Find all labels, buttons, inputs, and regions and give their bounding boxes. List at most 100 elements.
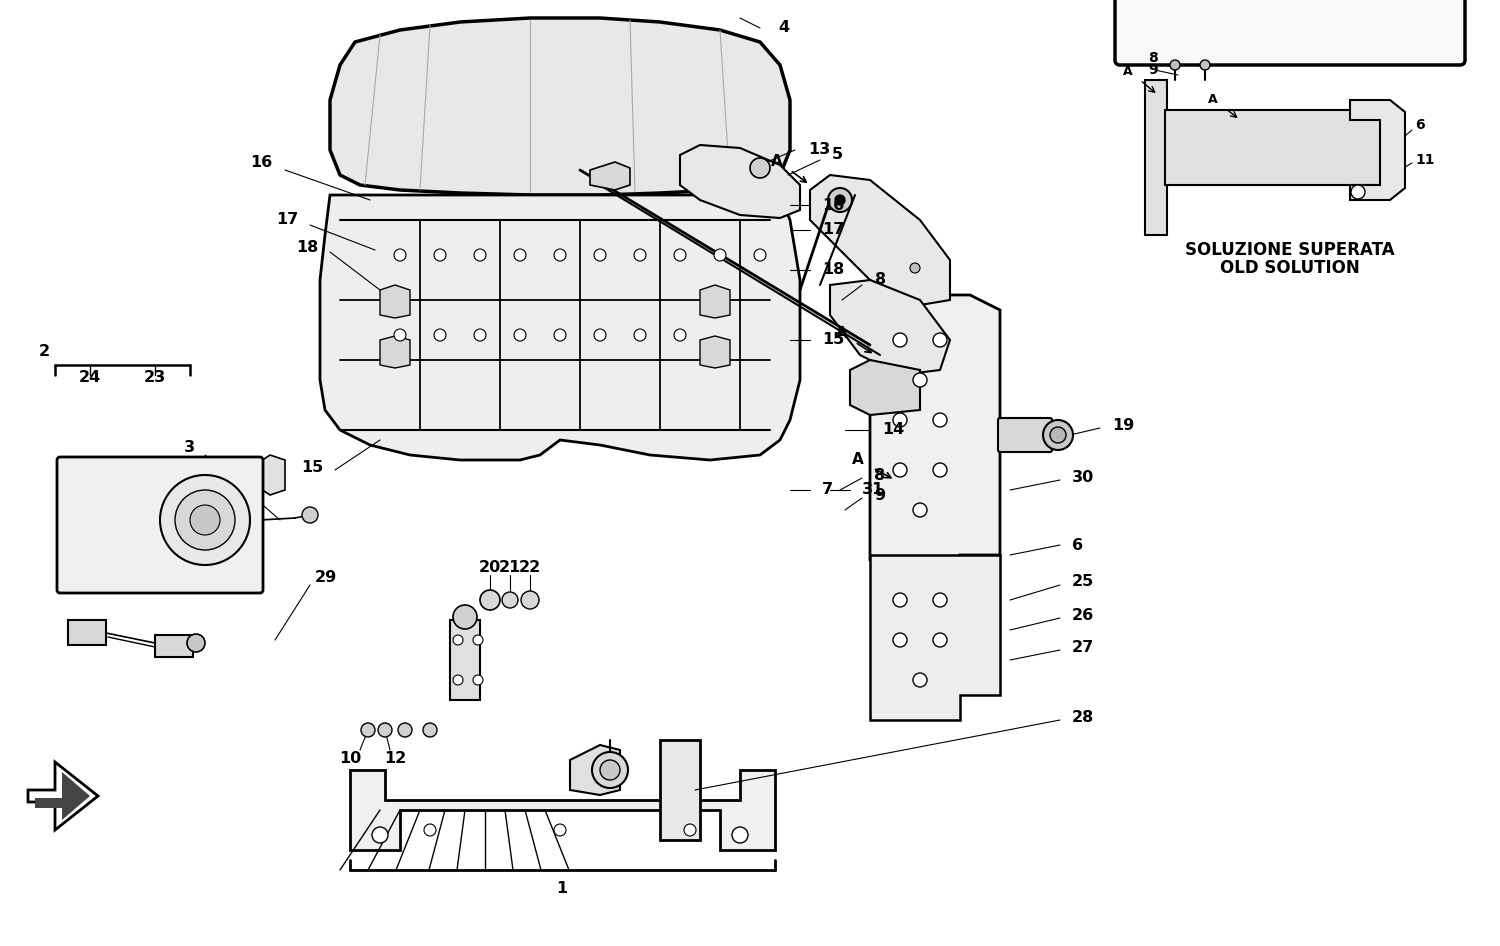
Text: 25: 25 bbox=[1072, 574, 1094, 589]
Circle shape bbox=[190, 505, 220, 535]
Text: 30: 30 bbox=[1072, 470, 1094, 485]
Circle shape bbox=[914, 673, 927, 687]
Text: 24: 24 bbox=[80, 371, 100, 386]
Circle shape bbox=[933, 463, 946, 477]
Polygon shape bbox=[350, 770, 776, 850]
Circle shape bbox=[472, 635, 483, 645]
Polygon shape bbox=[870, 555, 1000, 720]
Circle shape bbox=[892, 463, 908, 477]
FancyBboxPatch shape bbox=[57, 457, 262, 593]
Circle shape bbox=[394, 329, 406, 341]
Bar bbox=[68, 620, 106, 645]
Text: 15: 15 bbox=[822, 332, 844, 347]
Text: OLD SOLUTION: OLD SOLUTION bbox=[1220, 259, 1360, 277]
FancyBboxPatch shape bbox=[1114, 0, 1466, 65]
Text: 31: 31 bbox=[862, 482, 885, 498]
Text: A: A bbox=[1124, 65, 1132, 79]
Circle shape bbox=[914, 503, 927, 517]
Text: 29: 29 bbox=[315, 570, 338, 586]
Circle shape bbox=[554, 329, 566, 341]
Circle shape bbox=[1050, 427, 1066, 443]
Text: A: A bbox=[852, 452, 864, 467]
Circle shape bbox=[1200, 60, 1210, 70]
Text: 16: 16 bbox=[822, 198, 844, 213]
Bar bbox=[450, 620, 480, 700]
Text: A: A bbox=[771, 154, 783, 169]
Polygon shape bbox=[590, 162, 630, 190]
Text: 8: 8 bbox=[1148, 51, 1158, 65]
Circle shape bbox=[302, 507, 318, 523]
Text: 17: 17 bbox=[822, 222, 844, 237]
Text: 13: 13 bbox=[808, 143, 831, 157]
Circle shape bbox=[933, 593, 946, 607]
Text: 9: 9 bbox=[1148, 63, 1158, 77]
Text: 23: 23 bbox=[144, 371, 166, 386]
Text: 6: 6 bbox=[1414, 118, 1425, 132]
Polygon shape bbox=[700, 336, 730, 368]
Circle shape bbox=[750, 158, 770, 178]
Circle shape bbox=[472, 675, 483, 685]
Circle shape bbox=[474, 249, 486, 261]
Polygon shape bbox=[870, 295, 1000, 575]
Text: 8: 8 bbox=[874, 272, 886, 288]
Polygon shape bbox=[380, 285, 410, 318]
Text: A: A bbox=[837, 326, 848, 342]
Circle shape bbox=[514, 329, 526, 341]
Circle shape bbox=[634, 329, 646, 341]
Polygon shape bbox=[680, 145, 800, 218]
Text: 27: 27 bbox=[1072, 640, 1094, 656]
Circle shape bbox=[914, 373, 927, 387]
Text: A: A bbox=[1209, 94, 1218, 107]
Bar bbox=[68, 475, 178, 570]
Circle shape bbox=[732, 827, 748, 843]
Circle shape bbox=[594, 329, 606, 341]
Text: 16: 16 bbox=[249, 155, 272, 170]
Circle shape bbox=[514, 249, 526, 261]
Text: 4: 4 bbox=[778, 21, 789, 36]
Text: 19: 19 bbox=[1112, 417, 1134, 432]
Text: 12: 12 bbox=[384, 750, 406, 765]
Circle shape bbox=[933, 413, 946, 427]
Circle shape bbox=[892, 633, 908, 647]
Text: 22: 22 bbox=[519, 560, 542, 575]
Bar bbox=[660, 740, 700, 840]
Text: 8: 8 bbox=[874, 467, 885, 482]
Circle shape bbox=[433, 329, 445, 341]
Circle shape bbox=[933, 333, 946, 347]
Circle shape bbox=[594, 249, 606, 261]
Text: 11: 11 bbox=[1414, 153, 1434, 167]
Circle shape bbox=[1170, 60, 1180, 70]
FancyBboxPatch shape bbox=[998, 418, 1051, 452]
Bar bbox=[154, 635, 194, 657]
Circle shape bbox=[453, 635, 464, 645]
Circle shape bbox=[892, 593, 908, 607]
Circle shape bbox=[423, 723, 436, 737]
Circle shape bbox=[554, 249, 566, 261]
Polygon shape bbox=[850, 360, 920, 415]
Text: 17: 17 bbox=[276, 213, 298, 227]
Circle shape bbox=[684, 824, 696, 836]
Text: SOLUZIONE SUPERATA: SOLUZIONE SUPERATA bbox=[1185, 241, 1395, 259]
Text: 26: 26 bbox=[1072, 608, 1094, 623]
Polygon shape bbox=[380, 336, 410, 368]
Circle shape bbox=[836, 195, 844, 205]
Text: 14: 14 bbox=[882, 423, 904, 437]
Circle shape bbox=[674, 249, 686, 261]
Polygon shape bbox=[320, 195, 800, 460]
Circle shape bbox=[674, 329, 686, 341]
Circle shape bbox=[1042, 420, 1072, 450]
Text: 1: 1 bbox=[556, 881, 567, 896]
Circle shape bbox=[754, 249, 766, 261]
Polygon shape bbox=[830, 280, 950, 375]
Circle shape bbox=[714, 249, 726, 261]
Polygon shape bbox=[700, 285, 730, 318]
Circle shape bbox=[433, 249, 445, 261]
Polygon shape bbox=[330, 18, 790, 195]
Polygon shape bbox=[810, 175, 950, 305]
Circle shape bbox=[600, 760, 619, 780]
Circle shape bbox=[424, 824, 436, 836]
Polygon shape bbox=[570, 745, 620, 795]
Text: 21: 21 bbox=[500, 560, 520, 575]
Circle shape bbox=[453, 605, 477, 629]
Text: 15: 15 bbox=[300, 460, 322, 475]
